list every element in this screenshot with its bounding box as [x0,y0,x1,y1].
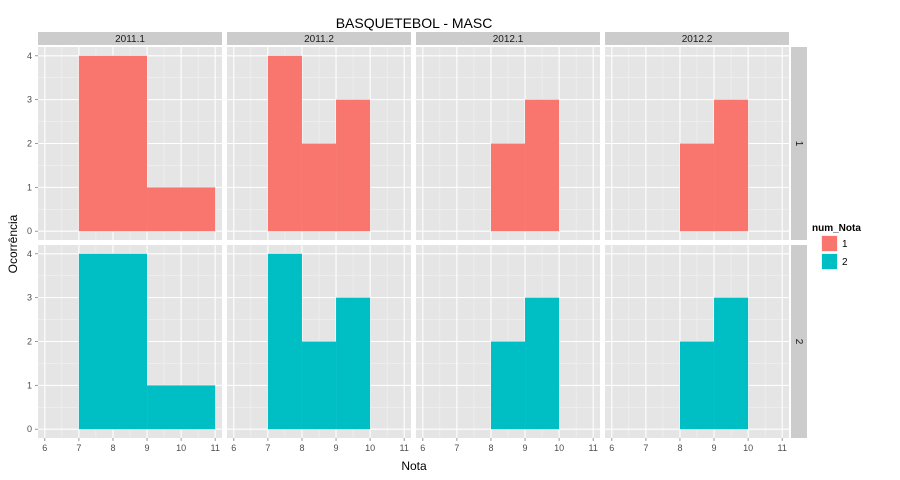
x-tick-label: 9 [523,443,528,453]
histogram-bar [490,341,526,430]
x-tick-label: 7 [454,443,459,453]
legend: num_Nota 1 2 [812,223,861,270]
x-tick-label: 9 [712,443,717,453]
facet-strip-row [791,47,807,240]
legend-key-swatch [822,236,837,251]
y-tick-label: 4 [27,51,32,61]
x-tick-label: 11 [778,443,787,453]
facet-strip-label: 2011.1 [115,34,145,45]
facet-strip-label: 2012.2 [682,34,713,45]
facet-strip-row [791,245,807,438]
legend-entry-label: 2 [842,257,848,268]
x-tick-label: 7 [643,443,648,453]
y-tick-label: 3 [27,293,32,303]
x-tick-label: 6 [231,443,236,453]
histogram-bar [78,55,148,232]
histogram-bar [336,297,371,430]
x-tick-label: 6 [42,443,47,453]
x-tick-label: 9 [334,443,339,453]
x-tick-label: 11 [211,443,220,453]
facet-strip-column [605,32,789,45]
y-tick-label: 3 [27,95,32,105]
histogram-bar [714,99,749,232]
histogram-bar [267,55,302,232]
facet-strip-label: 2012.1 [493,34,524,45]
histogram-bar [301,143,337,232]
histogram-bar [78,253,148,430]
y-tick-label: 2 [27,139,32,149]
facet-strip-column [227,32,411,45]
histogram-bar [525,99,560,232]
x-tick-label: 8 [299,443,304,453]
y-tick-label: 1 [27,380,32,390]
facet-strip-label: 2 [793,339,804,345]
x-tick-label: 9 [145,443,150,453]
x-tick-label: 11 [589,443,598,453]
x-tick-label: 7 [265,443,270,453]
legend-key-swatch [822,254,837,269]
x-tick-label: 7 [76,443,81,453]
x-axis-title: Nota [401,459,427,473]
y-tick-label: 1 [27,182,32,192]
facet-strip-label: 2011.2 [304,34,334,45]
histogram-bar [714,297,749,430]
x-tick-label: 10 [176,443,186,453]
y-tick-label: 0 [27,226,32,236]
chart-title: BASQUETEBOL - MASC [336,15,493,31]
histogram-bar [490,143,526,232]
x-tick-label: 8 [677,443,682,453]
histogram-bar [147,187,216,232]
y-axis-title: Ocorrência [6,214,20,273]
histogram-bar [679,143,715,232]
facet-strip-column [38,32,222,45]
histogram-bar [525,297,560,430]
legend-title: num_Nota [812,223,861,234]
facet-strip-column [416,32,600,45]
x-tick-label: 11 [400,443,409,453]
facet-strip-label: 1 [793,141,804,147]
histogram-bar [336,99,371,232]
histogram-bar [267,253,302,430]
x-tick-label: 6 [420,443,425,453]
y-tick-label: 0 [27,424,32,434]
histogram-bar [301,341,337,430]
x-tick-label: 8 [110,443,115,453]
x-tick-label: 6 [609,443,614,453]
y-tick-label: 4 [27,249,32,259]
histogram-bar [679,341,715,430]
facet-panels: 2011.1 0 1 2 3 4 0 1 2 3 4 6 7 8 9 10 11 2011.2 6 7 8 9 10 11 20… [27,32,807,453]
x-tick-label: 10 [743,443,753,453]
x-tick-label: 10 [554,443,564,453]
x-tick-label: 10 [365,443,375,453]
y-tick-label: 2 [27,337,32,347]
x-tick-label: 8 [488,443,493,453]
legend-entry-label: 1 [842,239,848,250]
histogram-bar [147,385,216,430]
